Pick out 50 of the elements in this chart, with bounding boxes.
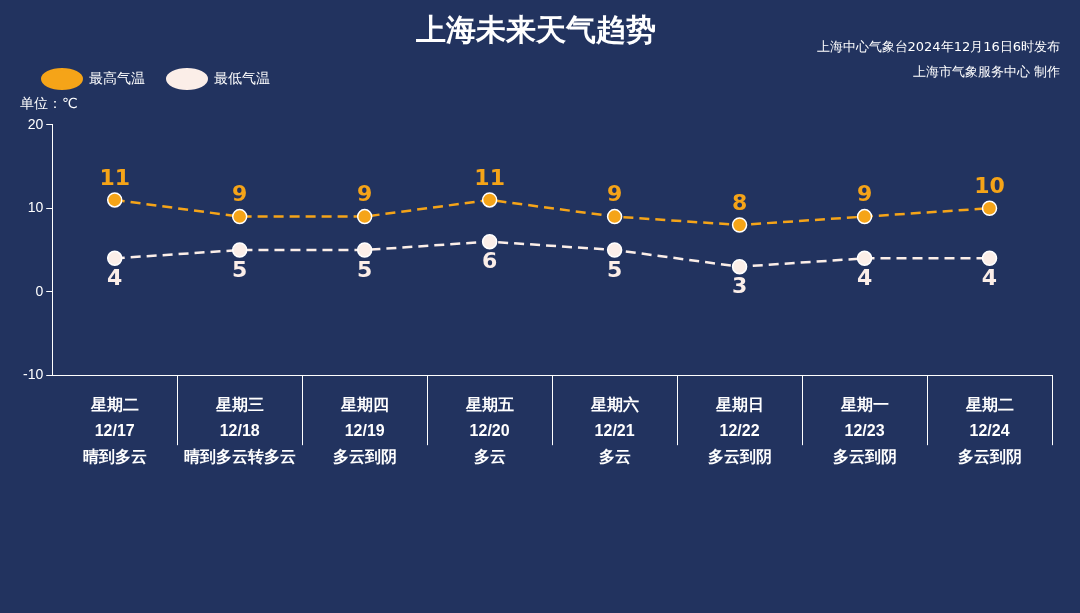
- chart-title: 上海未来天气趋势: [415, 11, 656, 47]
- legend-label: 最高气温: [89, 69, 145, 86]
- data-label: 5: [606, 256, 623, 282]
- legend-label: 最低气温: [214, 69, 270, 86]
- data-label: 6: [481, 248, 498, 274]
- x-tick-label: 星期二 12/24 多云到阴: [957, 396, 1022, 465]
- point: [856, 250, 873, 267]
- y-tick-label: 0: [35, 282, 44, 299]
- point: [606, 242, 623, 258]
- data-label: 10: [974, 172, 1005, 198]
- point: [106, 192, 123, 208]
- point: [356, 242, 373, 258]
- y-tick-label: 20: [27, 115, 44, 132]
- data-label: 5: [232, 256, 248, 282]
- data-label: 9: [606, 181, 623, 207]
- point: [231, 242, 248, 258]
- x-tick-label: 星期日 12/22 多云到阴: [707, 396, 772, 465]
- data-label: 11: [99, 164, 131, 190]
- point: [606, 208, 623, 225]
- point: [856, 208, 873, 225]
- data-label: 4: [107, 265, 123, 291]
- x-tick-label: 星期二 12/17 晴到多云: [82, 396, 147, 465]
- x-tick-label: 星期四 12/19 多云到阴: [332, 396, 397, 465]
- data-label: 9: [357, 181, 373, 207]
- data-label: 11: [474, 164, 505, 190]
- x-tick-label: 星期五 12/20 多云: [464, 396, 514, 465]
- text: 上海市气象服务中心 制作: [911, 63, 1060, 81]
- data-label: 4: [856, 265, 873, 291]
- data-label: 9: [856, 181, 873, 207]
- x-tick-label: 星期一 12/23 多云到阴: [832, 396, 897, 465]
- text: 上海中心气象台2024年12月16日6时发布: [816, 38, 1060, 56]
- y-tick-label: 10: [27, 199, 44, 216]
- point: [481, 192, 498, 208]
- point: [356, 208, 373, 225]
- data-label: 3: [731, 273, 748, 299]
- y-tick-label: -10: [23, 366, 44, 383]
- data-label: 5: [357, 256, 373, 282]
- point: [731, 258, 748, 275]
- x-tick-label: 星期三 12/18 晴到多云转多云: [183, 396, 296, 465]
- point: [981, 250, 998, 267]
- point: [481, 233, 498, 250]
- data-label: 8: [731, 189, 748, 215]
- point: [731, 217, 748, 233]
- point: [981, 200, 998, 217]
- data-label: 4: [981, 265, 998, 291]
- x-tick-label: 星期六 12/21 多云: [589, 396, 639, 465]
- point: [231, 208, 248, 225]
- data-label: 9: [232, 181, 248, 207]
- y-axis-title: 单位：℃: [20, 95, 78, 112]
- point: [106, 250, 123, 267]
